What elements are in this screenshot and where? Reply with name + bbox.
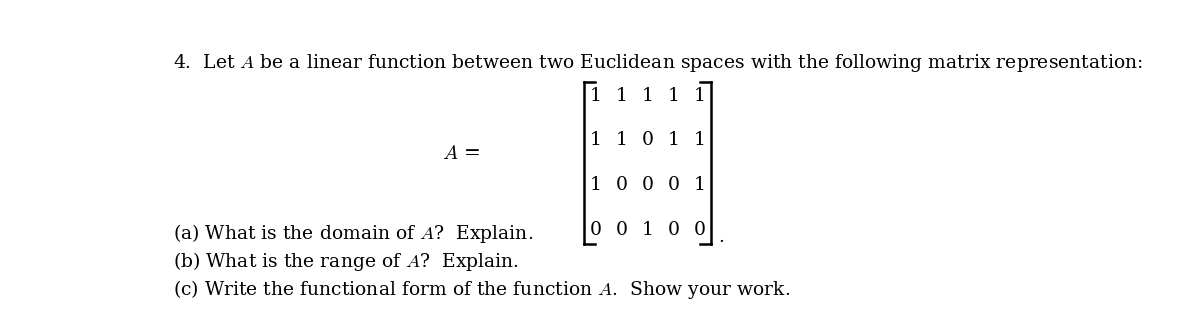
Text: 0: 0 <box>616 220 628 239</box>
Text: .: . <box>719 228 724 246</box>
Text: 1: 1 <box>642 87 654 105</box>
Text: 1: 1 <box>642 220 654 239</box>
Text: 1: 1 <box>694 131 706 149</box>
Text: 1: 1 <box>667 87 679 105</box>
Text: 1: 1 <box>616 131 628 149</box>
Text: (b) What is the range of $A$?  Explain.: (b) What is the range of $A$? Explain. <box>173 250 520 273</box>
Text: 4.  Let $A$ be a linear function between two Euclidean spaces with the following: 4. Let $A$ be a linear function between … <box>173 52 1144 74</box>
Text: 0: 0 <box>642 176 654 194</box>
Text: 1: 1 <box>667 131 679 149</box>
Text: 0: 0 <box>667 176 679 194</box>
Text: 1: 1 <box>589 176 601 194</box>
Text: (a) What is the domain of $A$?  Explain.: (a) What is the domain of $A$? Explain. <box>173 222 534 245</box>
Text: 1: 1 <box>694 176 706 194</box>
Text: 1: 1 <box>589 131 601 149</box>
Text: 1: 1 <box>616 87 628 105</box>
Text: 1: 1 <box>694 87 706 105</box>
Text: 0: 0 <box>694 220 706 239</box>
Text: 0: 0 <box>589 220 601 239</box>
Text: 1: 1 <box>589 87 601 105</box>
Text: 0: 0 <box>642 131 654 149</box>
Text: (c) Write the functional form of the function $A$.  Show your work.: (c) Write the functional form of the fun… <box>173 278 791 301</box>
Text: $A$ =: $A$ = <box>442 144 480 163</box>
Text: 0: 0 <box>616 176 628 194</box>
Text: 0: 0 <box>667 220 679 239</box>
